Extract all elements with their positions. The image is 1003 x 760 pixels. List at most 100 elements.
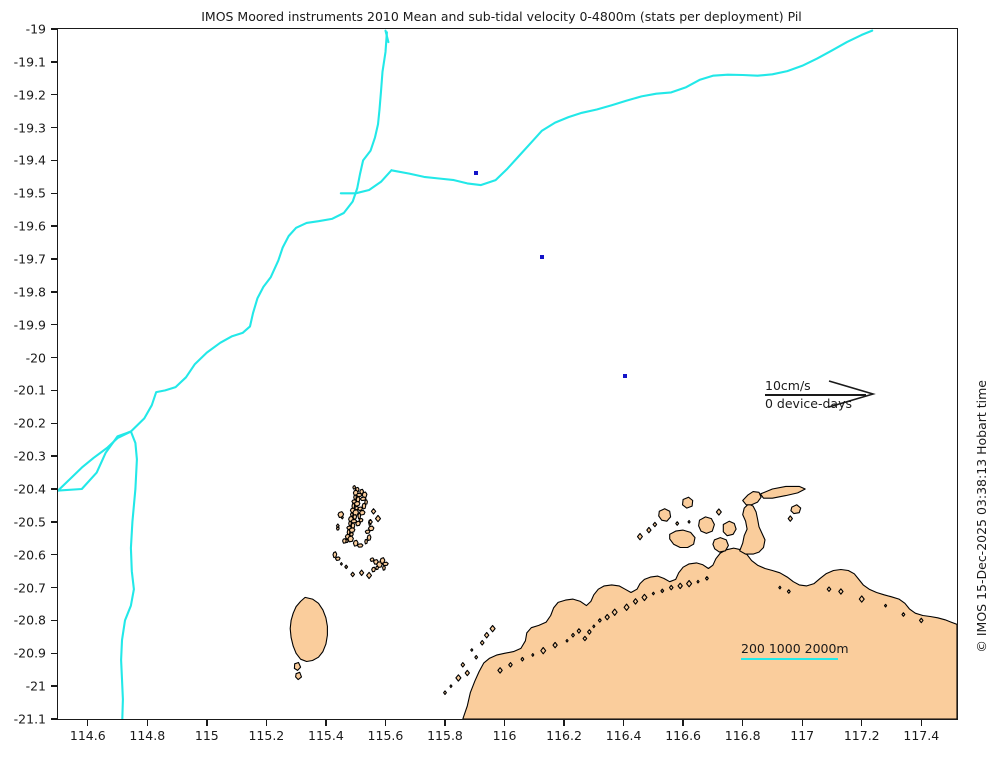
landmass <box>358 569 365 577</box>
landmass <box>669 529 696 549</box>
isobath-lines <box>58 29 874 719</box>
landmass <box>479 639 485 646</box>
y-tick-mark <box>51 718 57 720</box>
landmass <box>715 508 722 516</box>
y-tick-label: -20.8 <box>13 612 46 628</box>
y-tick-label: -19.2 <box>13 87 46 103</box>
landmass <box>786 589 791 594</box>
landmass <box>592 624 596 629</box>
land-polygons <box>289 485 957 719</box>
landmass <box>759 485 806 499</box>
landmass <box>668 584 674 591</box>
landmass <box>681 496 694 509</box>
y-tick-mark <box>51 159 57 162</box>
landmass <box>582 635 588 642</box>
landmass <box>675 521 680 526</box>
landmass <box>335 523 340 529</box>
x-tick-mark <box>444 720 446 726</box>
y-tick-mark <box>51 192 57 194</box>
landmass <box>611 608 618 616</box>
isobath <box>58 430 138 719</box>
bathymetry-legend-label: 200 1000 2000m <box>741 641 849 656</box>
x-tick-mark <box>682 720 684 726</box>
landmass <box>357 506 363 511</box>
y-tick-mark <box>51 94 57 96</box>
x-tick-label: 116.2 <box>546 728 582 743</box>
isobath <box>58 430 132 492</box>
landmass <box>348 527 356 533</box>
mooring-site-marker[interactable] <box>474 170 479 175</box>
landmass <box>293 661 302 671</box>
landmass <box>826 586 832 592</box>
isobath <box>384 29 390 44</box>
map-canvas <box>58 29 957 719</box>
landmass <box>289 596 328 663</box>
y-tick-label: -21.1 <box>13 711 46 727</box>
x-tick-mark <box>861 720 863 726</box>
y-tick-label: -20.5 <box>13 514 46 530</box>
x-tick-mark <box>384 720 387 726</box>
landmass <box>347 535 354 543</box>
landmass <box>778 585 782 590</box>
y-tick-label: -19 <box>25 21 46 37</box>
landmass <box>686 579 693 588</box>
x-tick-mark <box>206 720 208 726</box>
x-tick-label: 117.2 <box>843 728 880 743</box>
y-tick-label: -19.3 <box>13 120 46 136</box>
velocity-scale-legend: 10cm/s 0 device-days <box>765 378 876 411</box>
velocity-arrow-icon <box>828 380 876 408</box>
landmass <box>901 612 906 617</box>
landmass <box>652 521 658 528</box>
copyright-text: © IMOS 15-Dec-2025 03:38:13 Hobart time <box>974 380 989 653</box>
bathymetry-legend-line <box>741 658 838 660</box>
y-tick-label: -20.3 <box>13 448 46 464</box>
landmass <box>623 603 630 611</box>
landmass <box>712 537 729 553</box>
isobath <box>129 31 388 433</box>
landmass <box>677 582 683 590</box>
landmass <box>344 564 349 570</box>
y-tick-label: -19.1 <box>13 54 46 70</box>
x-tick-label: 116.4 <box>605 728 642 743</box>
y-tick-label: -21 <box>25 678 46 694</box>
landmass <box>352 539 359 547</box>
landmass <box>838 588 844 595</box>
x-tick-label: 114.8 <box>129 728 166 743</box>
landmass <box>636 532 643 541</box>
mooring-site-marker[interactable] <box>623 373 628 378</box>
velocity-scale-label: 10cm/s <box>765 378 811 393</box>
x-tick-label: 115.4 <box>308 728 344 743</box>
landmass <box>371 566 376 573</box>
landmass <box>483 631 490 639</box>
y-tick-mark <box>51 28 57 30</box>
x-tick-mark <box>146 720 148 726</box>
y-tick-mark <box>51 619 57 622</box>
x-tick-mark <box>563 720 565 726</box>
landmass <box>787 515 793 522</box>
y-tick-label: -19.5 <box>13 185 46 201</box>
x-tick-label: 116.6 <box>665 728 702 743</box>
landmass <box>368 519 373 525</box>
y-tick-mark <box>51 356 57 359</box>
x-tick-label: 116 <box>492 728 517 743</box>
landmass <box>571 632 575 638</box>
x-tick-label: 115.2 <box>248 728 285 743</box>
landmass <box>462 547 957 719</box>
landmass <box>370 508 377 515</box>
y-tick-label: -19.4 <box>13 152 46 168</box>
landmass <box>597 618 602 623</box>
map-plot-area[interactable]: 10cm/s 0 device-days 200 1000 2000m <box>57 28 958 720</box>
x-tick-label: 115 <box>194 728 219 743</box>
landmass <box>443 690 447 696</box>
copyright-notice: © IMOS 15-Dec-2025 03:38:13 Hobart time <box>974 380 989 653</box>
isobath <box>339 169 393 195</box>
y-tick-label: -19.7 <box>13 251 46 267</box>
landmass <box>742 491 762 506</box>
landmass <box>489 624 496 633</box>
mooring-site-marker[interactable] <box>539 254 544 259</box>
x-tick-mark <box>920 720 922 726</box>
landmass <box>359 488 365 495</box>
isobath <box>390 29 874 187</box>
landmass <box>339 562 343 566</box>
